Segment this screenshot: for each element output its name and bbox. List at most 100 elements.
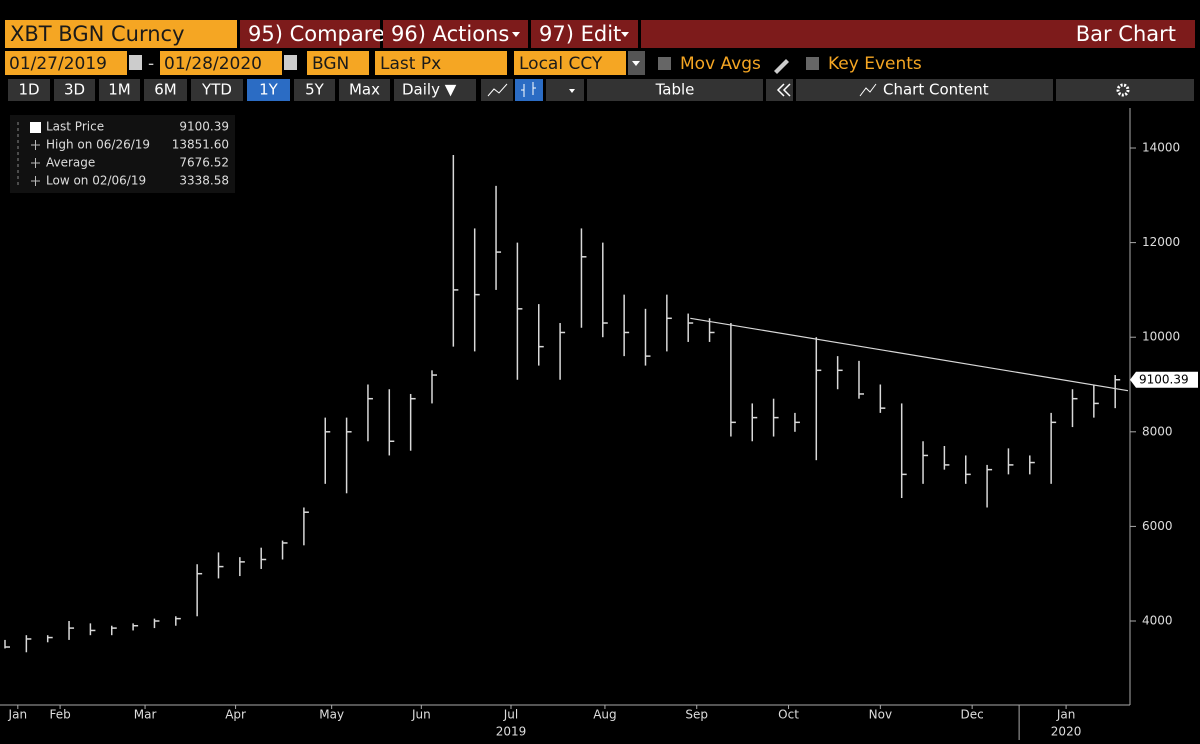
range-label: 1Y — [259, 81, 279, 99]
year-label: 2019 — [496, 725, 527, 739]
range-label: 6M — [154, 81, 177, 99]
x-tick-label: Oct — [778, 708, 799, 722]
currency: Local CCY — [519, 54, 603, 74]
compare-button[interactable] — [240, 20, 380, 48]
x-tick-label: Feb — [49, 708, 70, 722]
legend-icon — [31, 176, 40, 186]
y-tick-label: 14000 — [1142, 141, 1180, 155]
range-label: 1M — [108, 81, 131, 99]
actions-button[interactable] — [383, 20, 528, 48]
edit: 97) Edit — [539, 22, 621, 46]
range-label: 1D — [18, 81, 39, 99]
legend-icon — [31, 158, 40, 168]
y-tick-label: 8000 — [1142, 424, 1173, 438]
checkbox[interactable] — [658, 57, 671, 70]
bar-icon-button[interactable] — [515, 79, 543, 101]
compare: 95) Compare — [248, 22, 385, 46]
source-field[interactable] — [307, 51, 369, 75]
chart-content: Chart Content — [883, 81, 989, 99]
key-events: Key Events — [828, 54, 922, 74]
x-tick-label: Sep — [685, 708, 708, 722]
y-tick-label: 10000 — [1142, 330, 1180, 344]
field-field[interactable] — [375, 51, 507, 75]
period-button[interactable] — [394, 79, 476, 101]
collapse-icon — [776, 83, 791, 97]
legend-name: Last Price — [46, 120, 104, 134]
actions: 96) Actions — [391, 22, 509, 46]
range-label: Max — [349, 81, 380, 99]
legend-name: Average — [46, 156, 95, 170]
x-tick-label: Nov — [869, 708, 892, 722]
y-tick-label: 12000 — [1142, 235, 1180, 249]
range-button[interactable] — [54, 79, 95, 101]
last-price-label: 9100.39 — [1139, 372, 1189, 386]
dropdown-arrow — [632, 61, 640, 66]
settings-button[interactable] — [1056, 79, 1194, 101]
x-tick-label: May — [319, 708, 344, 722]
security: XBT BGN Curncy — [10, 22, 185, 46]
y-tick-label: 4000 — [1142, 613, 1173, 627]
gear-icon — [1116, 83, 1130, 97]
legend-swatch — [30, 122, 41, 133]
chart-content-icon — [859, 83, 877, 97]
table-button[interactable] — [587, 79, 763, 101]
year-label: 2020 — [1051, 725, 1082, 739]
date-separator: - — [148, 54, 154, 74]
x-tick-label: Jan — [1056, 708, 1076, 722]
dropdown-arrow — [569, 89, 575, 93]
source: BGN — [312, 54, 349, 74]
range-buttons: 1D 3D 1M 6M YTD 1Y 5Y Max — [8, 79, 390, 101]
x-tick-label: Jul — [503, 708, 518, 722]
bar-icon — [521, 82, 536, 97]
end-date: 01/28/2020 — [164, 54, 262, 74]
period: Daily ▼ — [402, 81, 457, 99]
y-tick-label: 6000 — [1142, 519, 1173, 533]
start-date-field[interactable] — [5, 51, 127, 75]
pencil-icon[interactable] — [774, 59, 789, 74]
chart-type-dropdown[interactable] — [546, 79, 584, 101]
trendline — [690, 317, 1129, 392]
line-icon-button[interactable] — [481, 79, 513, 101]
currency-field[interactable] — [514, 51, 626, 75]
legend-value: 13851.60 — [172, 138, 229, 152]
range-label: YTD — [201, 81, 232, 99]
x-tick-label: Jun — [411, 708, 431, 722]
checkbox[interactable] — [806, 57, 819, 70]
range-button[interactable] — [8, 79, 50, 101]
range-button[interactable] — [99, 79, 140, 101]
dropdown-arrow — [621, 32, 629, 37]
security-field[interactable] — [5, 20, 237, 48]
range-button[interactable] — [144, 79, 187, 101]
range-button[interactable] — [191, 79, 243, 101]
end-date-field[interactable] — [160, 51, 282, 75]
calendar-icon[interactable] — [284, 55, 297, 70]
x-tick-label: Dec — [961, 708, 984, 722]
x-tick-label: Apr — [225, 708, 246, 722]
table: Table — [655, 81, 695, 99]
range-button[interactable] — [294, 79, 335, 101]
range-button[interactable] — [339, 79, 390, 101]
start-date: 01/27/2019 — [9, 54, 107, 74]
legend-box — [10, 115, 235, 193]
field: Last Px — [380, 54, 441, 74]
collapse-button[interactable] — [766, 79, 793, 101]
range-button[interactable] — [247, 79, 290, 101]
legend-icon — [31, 140, 40, 150]
x-tick-label: Mar — [134, 708, 157, 722]
mov-avgs: Mov Avgs — [680, 54, 761, 74]
legend-value: 3338.58 — [179, 174, 229, 188]
x-tick-label: Jan — [8, 708, 28, 722]
range-label: 5Y — [305, 81, 325, 99]
edit-button[interactable] — [531, 20, 638, 48]
line-icon — [487, 83, 508, 97]
legend-value: 7676.52 — [179, 156, 229, 170]
view-name: Bar Chart — [1076, 22, 1176, 46]
dropdown-arrow — [512, 32, 520, 37]
legend-name: High on 06/26/19 — [46, 138, 150, 152]
last-price-tag — [1130, 371, 1198, 388]
calendar-icon[interactable] — [129, 55, 142, 70]
range-label: 3D — [64, 81, 85, 99]
title-strip — [641, 20, 1195, 48]
